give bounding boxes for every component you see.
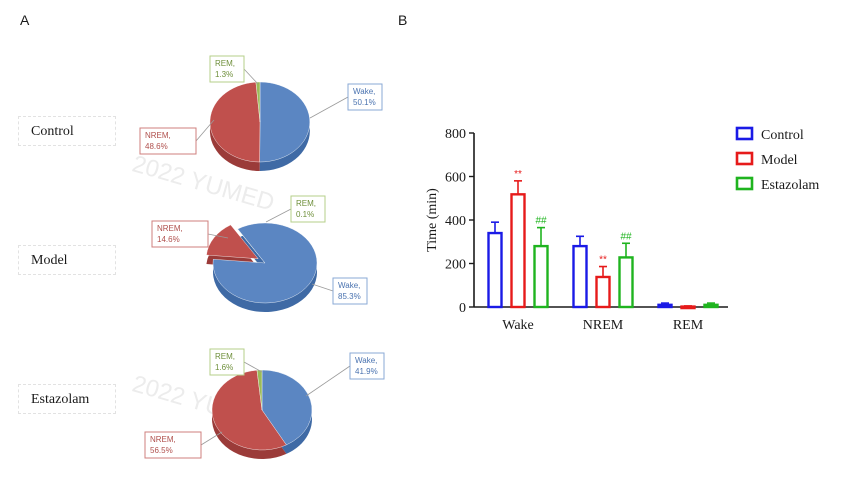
- callout-pct-estazolam-wake: 41.9%: [355, 367, 378, 376]
- callout-line-estazolam-nrem: [200, 431, 223, 446]
- legend-label-control: Control: [761, 128, 804, 143]
- x-tick-label-nrem: NREM: [583, 318, 624, 333]
- y-axis-label: Time (min): [425, 188, 440, 252]
- callout-name-model-nrem: NREM,: [157, 224, 183, 233]
- callout-name-control-rem: REM,: [215, 59, 235, 68]
- pie-control-nrem-slice: [209, 81, 261, 163]
- pie-control-wake-slice: [259, 81, 310, 163]
- legend-swatch-model: [735, 151, 754, 166]
- sig-mark-model-nrem: **: [599, 255, 607, 266]
- pie-model-nrem-slice: [206, 224, 259, 260]
- pie-estazolam-nrem-slice: [211, 369, 287, 451]
- callout-pct-estazolam-rem: 1.6%: [215, 363, 233, 372]
- callout-name-model-wake: Wake,: [338, 281, 360, 290]
- callout-line-model-rem: [265, 208, 292, 223]
- callout-line-estazolam-wake: [305, 365, 351, 397]
- callout-line-estazolam-rem: [243, 361, 263, 373]
- sig-mark-estazolam-wake: ##: [535, 216, 547, 227]
- callout-pct-control-rem: 1.3%: [215, 70, 233, 79]
- callout-pct-control-nrem: 48.6%: [145, 142, 168, 151]
- callout-box-control-rem: [209, 55, 245, 83]
- bar-control-wake: [487, 231, 503, 309]
- callout-line-model-wake: [311, 283, 334, 292]
- bar-estazolam-nrem: [618, 256, 634, 309]
- pie-model-wake-slice: [212, 222, 318, 304]
- callout-line-control-nrem: [195, 119, 215, 142]
- pie-estazolam-wake-slice: [261, 369, 313, 446]
- bar-estazolam-wake: [533, 244, 549, 309]
- callout-box-control-nrem: [139, 127, 197, 155]
- group-label-model: Model: [18, 245, 116, 275]
- callout-box-estazolam-wake: [349, 352, 385, 380]
- bar-control-rem: [657, 303, 673, 309]
- callout-name-control-nrem: NREM,: [145, 131, 171, 140]
- callout-box-model-nrem: [151, 220, 209, 248]
- group-label-estazolam: Estazolam: [18, 384, 116, 414]
- y-tick-label-200: 200: [445, 258, 466, 273]
- callout-name-estazolam-rem: REM,: [215, 352, 235, 361]
- callout-pct-control-wake: 50.1%: [353, 98, 376, 107]
- callout-pct-model-nrem: 14.6%: [157, 235, 180, 244]
- callout-box-model-wake: [332, 277, 368, 305]
- callout-name-control-wake: Wake,: [353, 87, 375, 96]
- y-tick-label-0: 0: [459, 301, 466, 316]
- group-label-control: Control: [18, 116, 116, 146]
- legend-label-model: Model: [761, 153, 798, 168]
- bar-estazolam-rem: [703, 303, 719, 309]
- callout-box-estazolam-rem: [209, 348, 245, 376]
- callout-box-model-rem: [290, 195, 326, 223]
- callout-line-model-nrem: [207, 233, 229, 239]
- y-tick-label-800: 800: [445, 127, 466, 142]
- bar-control-nrem: [572, 244, 588, 309]
- bar-model-wake: [510, 193, 526, 309]
- x-tick-label-wake: Wake: [502, 318, 534, 333]
- callout-name-estazolam-nrem: NREM,: [150, 435, 176, 444]
- panel-a-letter: A: [20, 12, 30, 28]
- legend-label-estazolam: Estazolam: [761, 178, 819, 193]
- y-tick-label-400: 400: [445, 214, 466, 229]
- callout-name-model-rem: REM,: [296, 199, 316, 208]
- legend-swatch-control: [735, 126, 754, 141]
- bar-model-nrem: [595, 275, 611, 309]
- callout-pct-model-wake: 85.3%: [338, 292, 361, 301]
- panel-b-letter: B: [398, 12, 408, 28]
- bar-model-rem: [680, 305, 696, 310]
- legend-swatch-estazolam: [735, 176, 754, 191]
- callout-box-control-wake: [347, 83, 383, 111]
- callout-pct-estazolam-nrem: 56.5%: [150, 446, 173, 455]
- pie-estazolam-rem-slice: [256, 369, 263, 411]
- callout-line-control-rem: [243, 68, 259, 85]
- callout-box-estazolam-nrem: [144, 431, 202, 459]
- callout-line-control-wake: [309, 96, 349, 119]
- x-tick-label-rem: REM: [673, 318, 704, 333]
- callout-pct-model-rem: 0.1%: [296, 210, 314, 219]
- sig-mark-estazolam-nrem: ##: [620, 231, 632, 242]
- sig-mark-model-wake: **: [514, 169, 522, 180]
- y-tick-label-600: 600: [445, 171, 466, 186]
- callout-name-estazolam-wake: Wake,: [355, 356, 377, 365]
